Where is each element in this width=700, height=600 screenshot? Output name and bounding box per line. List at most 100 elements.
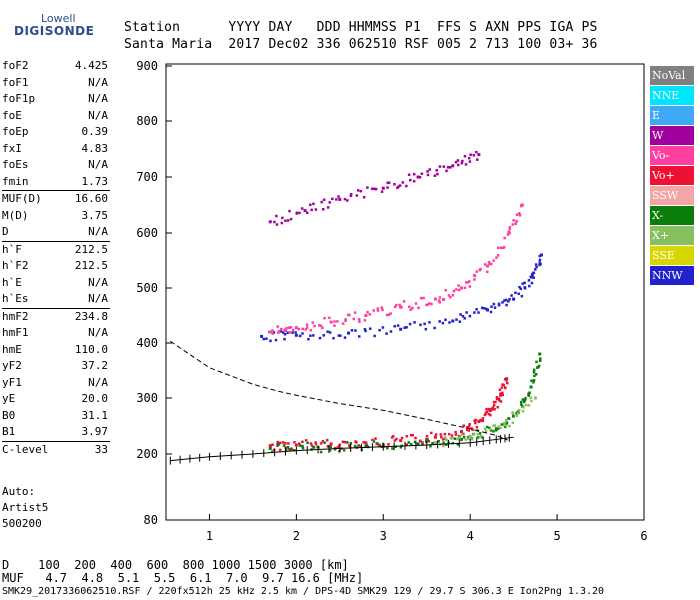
echo-dot: [483, 413, 487, 417]
echo-dot: [465, 428, 469, 431]
echo-point: [529, 385, 533, 389]
echo-point: [505, 377, 509, 381]
logo-line2: DIGISONDE: [14, 24, 95, 38]
echo-dot: [511, 411, 515, 415]
echo-dot: [311, 321, 315, 324]
echo-dot: [460, 161, 464, 165]
echo-dot: [430, 431, 433, 435]
echo-point: [329, 442, 333, 446]
param-value: 0.39: [81, 125, 109, 138]
echo-dot: [487, 412, 491, 416]
echo-dot: [343, 440, 347, 444]
echo-dot: [320, 200, 323, 204]
echo-dot: [366, 310, 369, 314]
legend-item: Vo+: [650, 166, 694, 185]
echo-dot: [452, 289, 456, 293]
echo-dot: [317, 324, 321, 327]
echo-dot: [533, 374, 536, 378]
echo-dot: [505, 303, 508, 307]
echo-dot: [269, 339, 272, 343]
echo-dot: [426, 303, 429, 307]
y-tick-label: 80: [144, 513, 158, 527]
echo-dot: [493, 306, 497, 309]
echo-dot: [455, 288, 458, 291]
echo-dot: [273, 220, 276, 224]
echo-dot: [305, 323, 309, 327]
echo-dot: [321, 208, 325, 211]
echo-dot: [301, 444, 304, 448]
echo-dot: [427, 439, 431, 443]
y-tick-label: 500: [136, 281, 158, 295]
echo-dot: [512, 219, 515, 222]
echo-dot: [462, 432, 465, 436]
echo-dot: [421, 441, 424, 444]
echo-dot: [527, 279, 531, 282]
echo-dot: [481, 419, 485, 423]
echo-dot: [437, 299, 441, 302]
echo-dot: [443, 436, 447, 439]
muf-value-row: MUF 4.7 4.8 5.1 5.5 6.1 7.0 9.7 16.6 [MH…: [2, 571, 364, 585]
echo-dot: [363, 328, 367, 331]
echo-dot: [372, 440, 376, 443]
param-value: 16.60: [74, 192, 108, 205]
echo-dot: [274, 338, 278, 342]
echo-dot: [486, 270, 489, 274]
echo-dot: [332, 336, 335, 340]
echo-dot: [502, 246, 506, 249]
echo-dot: [512, 298, 515, 301]
echo-dot: [501, 393, 504, 397]
echo-point: [294, 326, 298, 330]
echo-dot: [457, 284, 460, 287]
param-value: N/A: [88, 225, 108, 238]
echo-dot: [497, 246, 500, 250]
echo-dot: [454, 160, 458, 164]
echo-dot: [529, 396, 533, 399]
echo-dot: [453, 437, 457, 440]
echo-dot: [321, 326, 324, 330]
echo-dot: [515, 412, 518, 415]
legend-item: X+: [650, 226, 694, 245]
echo-dot: [318, 336, 322, 340]
echo-dot: [366, 186, 369, 189]
echo-point: [503, 423, 507, 427]
param-key: MUF(D): [2, 192, 42, 205]
echo-dot: [528, 284, 531, 288]
echo-dot: [508, 226, 512, 229]
echo-dot: [438, 296, 442, 299]
echo-dot: [333, 320, 336, 323]
echo-dot: [534, 263, 538, 266]
legend-item: NNW: [650, 266, 694, 285]
echo-dot: [442, 298, 446, 301]
echo-dot: [455, 318, 458, 321]
param-key: h`F2: [2, 259, 29, 272]
legend-item: NoVal: [650, 66, 694, 85]
echo-dot: [355, 441, 358, 444]
echo-dot: [309, 442, 313, 445]
echo-dot: [535, 360, 538, 364]
echo-dot: [426, 173, 430, 177]
echo-dot: [445, 438, 448, 442]
echo-dot: [277, 443, 281, 446]
echo-dot: [314, 441, 317, 444]
x-tick-label: 3: [380, 529, 387, 543]
echo-point: [507, 231, 511, 235]
echo-dot: [485, 410, 489, 414]
echo-dot: [503, 425, 507, 429]
echo-dot: [418, 176, 422, 179]
x-tick-label: 6: [640, 529, 647, 543]
echo-dot: [479, 267, 482, 271]
echo-dot: [530, 399, 533, 403]
echo-dot: [538, 261, 542, 264]
echo-dot: [448, 321, 451, 324]
echo-dot: [450, 434, 454, 437]
echo-dot: [484, 430, 488, 433]
echo-dot: [472, 432, 476, 436]
x-tick-label: 2: [293, 529, 300, 543]
param-key: B1: [2, 425, 16, 438]
echo-dot: [498, 388, 502, 391]
echo-dot: [519, 400, 523, 404]
echo-dot: [469, 153, 472, 157]
echo-dot: [465, 281, 468, 284]
echo-dot: [429, 444, 432, 448]
